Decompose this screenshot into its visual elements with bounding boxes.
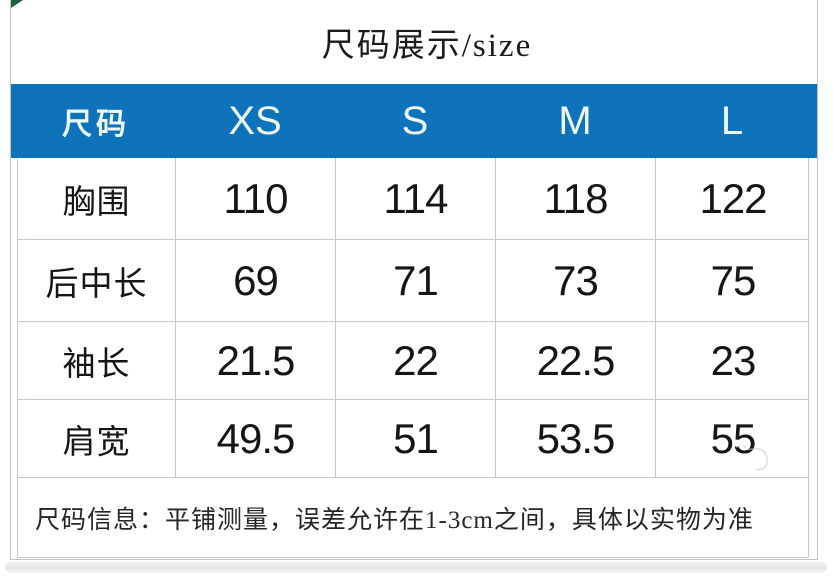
table-row-sleeve-length: 袖长 21.5 22 22.5 23 [18, 322, 808, 400]
row-label: 袖长 [18, 322, 176, 399]
cell-value: 114 [336, 158, 496, 239]
size-info-note-text: 尺码信息：平铺测量，误差允许在1-3cm之间，具体以实物为准 [35, 506, 754, 534]
header-cell-m: M [558, 98, 592, 143]
cell-value: 49.5 [176, 400, 336, 477]
cell-value: 55 [710, 414, 757, 462]
cell-value: 22 [336, 322, 496, 399]
cell-value: 23 [710, 336, 757, 384]
header-cell-xs: XS [228, 98, 282, 143]
cell-value: 51 [336, 400, 496, 477]
cell-value: 21.5 [176, 322, 336, 399]
cell-value: 71 [336, 240, 496, 321]
green-corner-triangle-icon [11, 0, 23, 8]
cell-value: 118 [496, 158, 656, 239]
cell-value: 73 [496, 240, 656, 321]
row-label: 后中长 [18, 240, 176, 321]
table-header-row: 尺码 XS S M L [11, 84, 817, 158]
cell-value: 69 [176, 240, 336, 321]
header-cell-l: L [720, 98, 744, 143]
table-row-shoulder-width: 肩宽 49.5 51 53.5 55 [18, 400, 808, 478]
size-info-note: 尺码信息：平铺测量，误差允许在1-3cm之间，具体以实物为准 [18, 478, 808, 557]
header-cell-s: S [401, 98, 429, 143]
cell-value: 110 [176, 158, 336, 239]
table-body: 胸围 110 114 118 122 后中长 69 71 73 75 袖长 21… [17, 158, 809, 558]
title-row: 尺码展示/size [11, 0, 817, 84]
table-row-back-length: 后中长 69 71 73 75 [18, 240, 808, 322]
cell-value: 75 [710, 256, 757, 304]
bottom-strip [5, 561, 827, 573]
size-chart-card: 尺码展示/size 尺码 XS S M L 胸围 110 114 118 122… [10, 0, 818, 560]
cell-value: 122 [699, 174, 767, 222]
row-label: 肩宽 [18, 400, 176, 477]
cell-value: 53.5 [496, 400, 656, 477]
table-row-chest: 胸围 110 114 118 122 [18, 158, 808, 240]
header-cell-size: 尺码 [62, 108, 130, 141]
row-label: 胸围 [18, 158, 176, 239]
header-grid: 尺码 XS S M L [17, 84, 809, 158]
cell-value: 22.5 [496, 322, 656, 399]
page-title: 尺码展示/size [321, 28, 533, 64]
